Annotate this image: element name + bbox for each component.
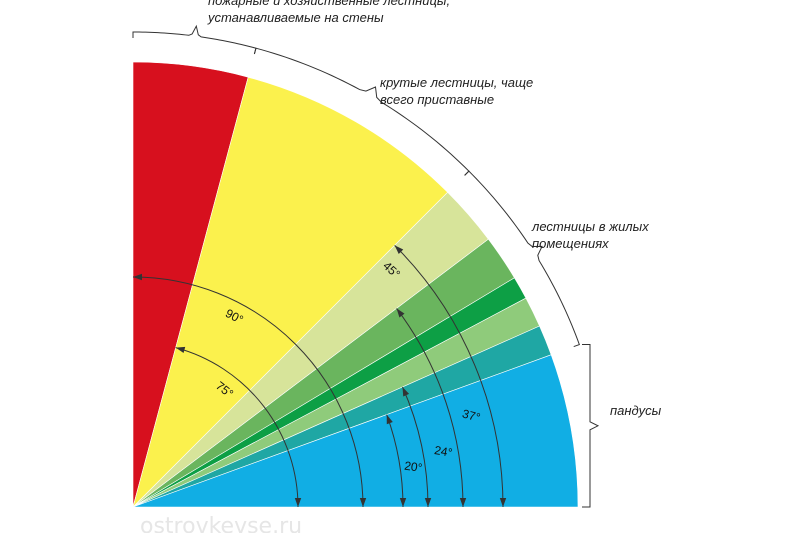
category-label-fire-ladders: пожарные и хозяйственные лестницы, устан… (208, 0, 451, 25)
baseline-arrow-20 (399, 498, 407, 507)
angle-label-20: 20° (403, 459, 423, 475)
angle-arrow-37 (396, 308, 405, 318)
angle-arrow-75 (175, 346, 186, 354)
baseline-arrow-75 (294, 498, 302, 507)
sectors-group (132, 61, 579, 509)
angle-arc-45 (394, 245, 504, 508)
brace-residential-stairs (464, 170, 580, 348)
sector-yellow (132, 76, 449, 509)
category-braces-group (132, 24, 600, 508)
brace-ramps (582, 344, 600, 508)
brace-fire-ladders (132, 24, 257, 55)
baseline-arrow-37 (459, 498, 467, 507)
angle-arc-37 (396, 308, 464, 508)
baseline-arrow-90 (359, 498, 367, 507)
brace-steep-ladders (253, 47, 470, 176)
angle-arc-75 (175, 347, 299, 508)
angle-label-37: 37° (461, 406, 482, 424)
angle-label-24: 24° (433, 443, 453, 460)
angle-arc-24 (402, 386, 429, 508)
baseline-arrow-24 (424, 498, 432, 507)
angle-arrow-20 (386, 414, 393, 425)
sector-blue (132, 354, 579, 508)
category-label-ramps: пандусы (610, 403, 662, 418)
angle-arrow-90 (133, 273, 142, 281)
category-label-residential-stairs: лестницы в жилых помещениях (532, 219, 649, 251)
angle-arrow-24 (402, 387, 410, 397)
baseline-arrow-45 (499, 498, 507, 507)
angle-arrow-45 (394, 245, 404, 254)
angle-arc-90 (132, 276, 364, 508)
watermark: ostrovkevse.ru (140, 514, 302, 533)
angle-arcs-group (132, 245, 507, 508)
category-label-steep-ladders: крутые лестницы, чаще всего приставные (380, 75, 534, 107)
